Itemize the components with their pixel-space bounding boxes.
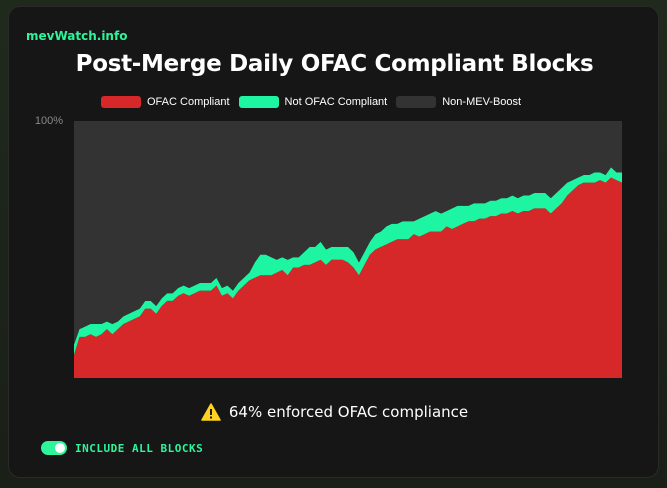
include-all-blocks-label[interactable]: INCLUDE ALL BLOCKS bbox=[75, 441, 204, 455]
stacked-area-chart: 100% bbox=[35, 115, 622, 378]
toggle-knob bbox=[55, 443, 65, 453]
y-tick-label-100: 100% bbox=[35, 115, 63, 127]
warning-icon bbox=[201, 403, 221, 421]
legend-label-non-mev: Non-MEV-Boost bbox=[442, 96, 522, 108]
compliance-summary: 64% enforced OFAC compliance bbox=[9, 403, 660, 421]
legend-swatch-not-ofac bbox=[238, 96, 279, 108]
brand-label[interactable]: mevWatch.info bbox=[26, 29, 128, 43]
chart-areas bbox=[74, 121, 622, 378]
compliance-text: 64% enforced OFAC compliance bbox=[228, 403, 469, 421]
legend-item-not-ofac[interactable]: Not OFAC Compliant bbox=[238, 96, 388, 108]
area-not-ofac-compliant[interactable] bbox=[74, 167, 622, 355]
legend-swatch-non-mev bbox=[396, 96, 437, 108]
chart-legend: OFAC Compliant Not OFAC Compliant Non-ME… bbox=[101, 96, 530, 108]
chart-card: mevWatch.info Post-Merge Daily OFAC Comp… bbox=[8, 6, 659, 478]
include-all-blocks-toggle[interactable] bbox=[41, 441, 67, 455]
legend-item-non-mev[interactable]: Non-MEV-Boost bbox=[396, 96, 521, 108]
legend-label-not-ofac: Not OFAC Compliant bbox=[284, 96, 388, 108]
area-ofac-compliant[interactable] bbox=[74, 177, 622, 378]
legend-swatch-ofac bbox=[101, 96, 141, 108]
chart-title: Post-Merge Daily OFAC Compliant Blocks bbox=[75, 51, 594, 77]
legend-item-ofac[interactable]: OFAC Compliant bbox=[101, 96, 230, 108]
legend-label-ofac: OFAC Compliant bbox=[147, 96, 230, 108]
area-non-mev-boost[interactable] bbox=[74, 121, 622, 345]
include-all-blocks-toggle-row[interactable]: INCLUDE ALL BLOCKS bbox=[41, 441, 203, 455]
